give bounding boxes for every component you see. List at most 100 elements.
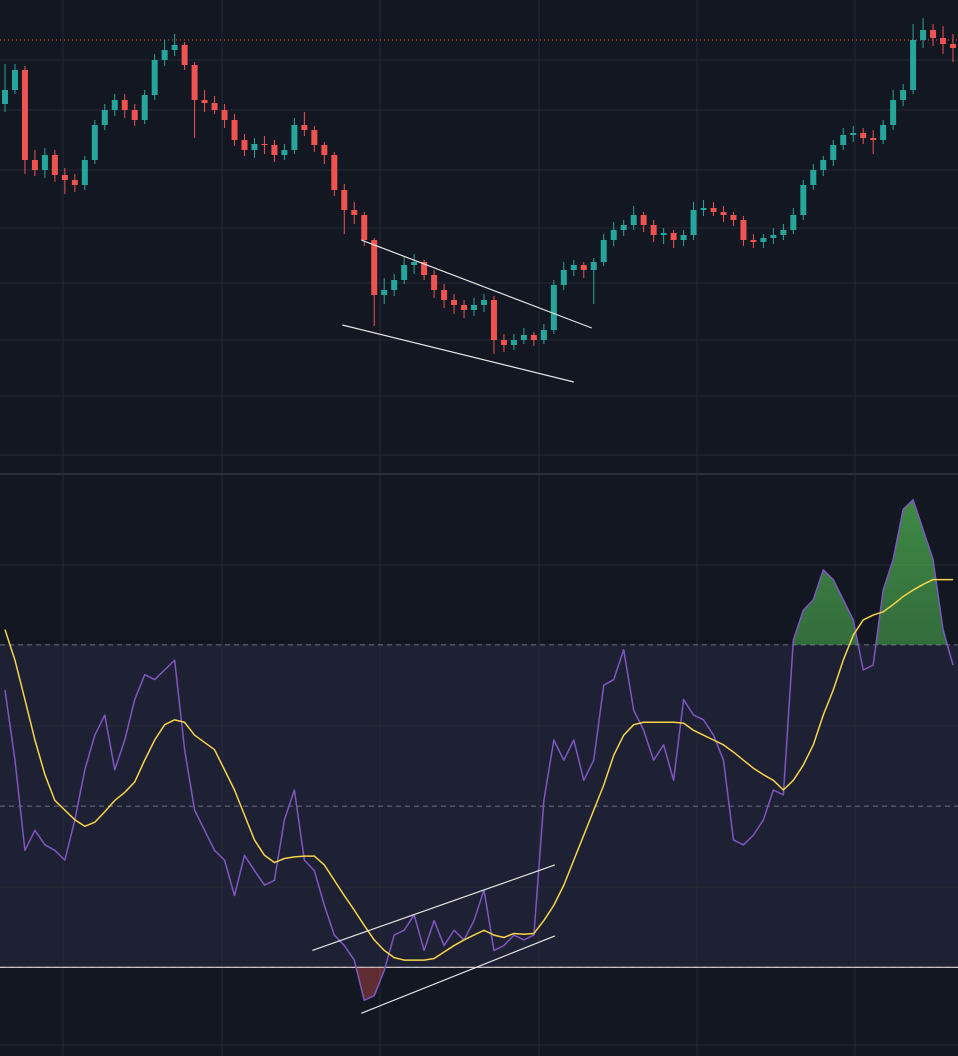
candle-body — [670, 233, 677, 240]
candle-body — [71, 180, 78, 185]
candle-body — [131, 110, 138, 120]
candle-body — [171, 45, 178, 50]
trendline — [312, 864, 556, 951]
series-line — [4, 499, 954, 1002]
candle-body — [311, 130, 318, 145]
candle-body — [391, 280, 398, 290]
candle-body — [151, 60, 158, 95]
series-line — [4, 578, 954, 961]
trendline — [342, 324, 574, 383]
candle-body — [181, 45, 188, 65]
candle-body — [121, 100, 128, 110]
candle-body — [540, 330, 547, 340]
candle-body — [241, 140, 248, 150]
candle-body — [600, 240, 607, 262]
candle-body — [91, 125, 98, 160]
candle-body — [570, 265, 577, 270]
candle-body — [211, 103, 218, 110]
candle-body — [890, 100, 897, 125]
candle-body — [111, 100, 118, 110]
candle-body — [61, 175, 68, 180]
candle-body — [800, 185, 807, 215]
candle-body — [31, 160, 38, 170]
candle-body — [331, 155, 338, 190]
candle-body — [910, 40, 917, 90]
candle-body — [810, 170, 817, 185]
candle-body — [630, 215, 637, 225]
candle-body — [650, 225, 657, 235]
candle-body — [640, 215, 647, 225]
candle-body — [161, 50, 168, 60]
candle-body — [590, 262, 597, 270]
candle-body — [840, 135, 847, 145]
candle-body — [520, 335, 527, 340]
candle-body — [221, 110, 228, 120]
candle-body — [251, 144, 258, 150]
candle-body — [451, 300, 458, 305]
candle-body — [530, 335, 537, 340]
candle-body — [680, 235, 687, 240]
candle-body — [1, 90, 8, 104]
candle-body — [710, 208, 717, 212]
candle-body — [11, 70, 18, 90]
candle-body — [371, 240, 378, 295]
candle-body — [231, 120, 238, 140]
candle-body — [431, 275, 438, 290]
candle-body — [690, 210, 697, 235]
candle-body — [411, 262, 418, 265]
candle-body — [580, 265, 587, 270]
candle-body — [900, 90, 907, 100]
candle-body — [480, 300, 487, 305]
candle-body — [730, 215, 737, 220]
candle-body — [850, 133, 857, 135]
candle-body — [471, 305, 478, 310]
candle-body — [81, 160, 88, 185]
candle-body — [870, 138, 877, 140]
candle-body — [860, 133, 867, 138]
candle-body — [880, 125, 887, 140]
candle-body — [421, 262, 428, 275]
candle-body — [770, 235, 777, 238]
candle-body — [141, 95, 148, 120]
trendline — [361, 239, 592, 329]
candle-body — [820, 160, 827, 170]
candle-body — [351, 210, 358, 215]
candle-body — [381, 290, 388, 295]
candle-body — [930, 30, 937, 38]
candle-body — [620, 225, 627, 230]
candle-body — [201, 100, 208, 103]
candle-body — [101, 110, 108, 125]
candle-body — [500, 340, 507, 345]
candle-body — [660, 233, 667, 235]
candle-body — [461, 305, 468, 310]
candle-body — [920, 30, 927, 40]
candle-body — [950, 44, 957, 48]
candle-body — [271, 145, 278, 155]
candle-body — [291, 125, 298, 150]
trendline — [361, 935, 556, 1014]
candle-body — [510, 340, 517, 345]
candle-body — [550, 285, 557, 330]
candle-body — [490, 300, 497, 340]
candle-body — [41, 155, 48, 170]
candle-body — [301, 125, 308, 130]
candle-body — [780, 230, 787, 235]
candle-body — [830, 145, 837, 160]
candle-body — [341, 190, 348, 210]
candle-body — [700, 208, 707, 210]
candle-body — [441, 290, 448, 300]
candle-body — [51, 155, 58, 175]
candle-body — [281, 150, 288, 155]
candle-body — [560, 270, 567, 285]
candle-body — [940, 38, 947, 44]
candle-body — [720, 212, 727, 215]
candle-body — [21, 70, 28, 160]
candle-body — [401, 265, 408, 280]
candle-body — [321, 145, 328, 155]
candle-body — [790, 215, 797, 230]
candle-body — [191, 65, 198, 100]
candle-body — [261, 144, 268, 145]
